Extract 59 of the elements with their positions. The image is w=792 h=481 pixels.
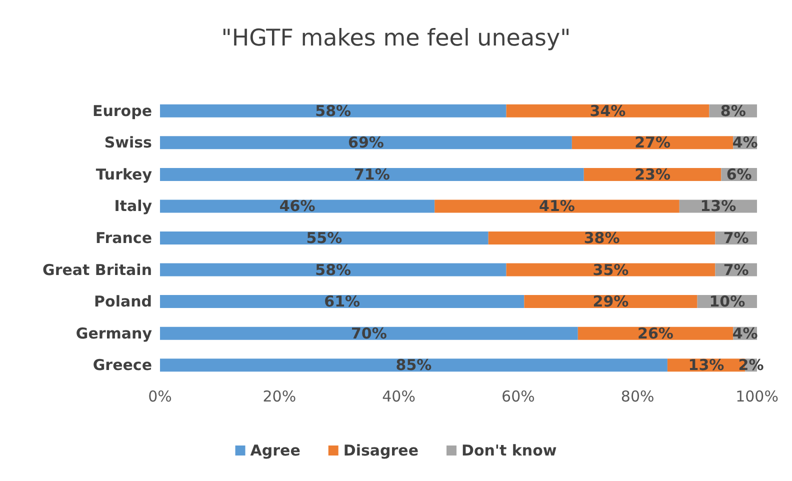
data-label: 69% <box>348 134 384 152</box>
bar <box>160 326 578 340</box>
chart-title: "HGTF makes me feel uneasy" <box>221 26 571 52</box>
y-tick-label: Greece <box>92 356 152 374</box>
bar <box>160 200 435 213</box>
data-label: 46% <box>279 197 316 216</box>
y-tick-label: Italy <box>114 197 152 216</box>
data-label: 2% <box>738 356 764 374</box>
bar <box>160 136 572 150</box>
x-tick-label: 20% <box>262 388 296 406</box>
data-label: 8% <box>720 102 746 120</box>
bar <box>572 136 734 150</box>
bar <box>160 168 584 181</box>
y-tick-label: France <box>95 229 152 247</box>
data-label: 71% <box>354 165 390 184</box>
data-label: 58% <box>315 260 352 279</box>
data-label: 29% <box>592 292 629 311</box>
data-label: 10% <box>709 292 746 311</box>
bar <box>506 263 716 276</box>
data-label: 13% <box>700 197 736 216</box>
data-label: 7% <box>723 260 749 279</box>
legend-label: Agree <box>250 442 300 460</box>
data-label: 61% <box>324 292 360 311</box>
data-label: 85% <box>396 356 432 374</box>
bar <box>524 295 698 308</box>
x-tick-label: 0% <box>148 388 172 406</box>
x-tick-label: 60% <box>502 388 535 406</box>
y-tick-label: Germany <box>76 324 152 342</box>
data-label: 6% <box>726 165 752 184</box>
legend-label: Don't know <box>461 442 557 460</box>
data-label: 35% <box>592 260 629 279</box>
x-tick-label: 80% <box>620 388 654 406</box>
bar <box>160 358 668 372</box>
x-tick-label: 100% <box>736 388 778 406</box>
x-tick-label: 40% <box>382 388 416 406</box>
y-tick-label: Great Britain <box>42 260 152 279</box>
bar <box>434 200 680 213</box>
y-tick-label: Turkey <box>96 165 152 184</box>
data-label: 34% <box>590 102 626 120</box>
bar <box>160 232 488 244</box>
bar <box>506 104 710 118</box>
data-label: 23% <box>634 165 670 184</box>
bar <box>160 104 506 118</box>
data-label: 27% <box>634 134 670 152</box>
data-label: 26% <box>638 324 674 342</box>
data-label: 41% <box>539 197 575 216</box>
data-label: 7% <box>723 229 749 247</box>
y-tick-label: Poland <box>94 292 152 311</box>
data-label: 70% <box>350 324 387 342</box>
data-label: 55% <box>306 229 342 247</box>
bar <box>488 232 716 244</box>
bar <box>160 295 524 308</box>
bar <box>160 263 506 276</box>
legend-label: Disagree <box>343 442 418 460</box>
data-label: 13% <box>688 356 724 374</box>
y-tick-label: Europe <box>92 102 152 120</box>
y-tick-label: Swiss <box>104 134 152 152</box>
data-label: 38% <box>584 229 620 247</box>
data-label: 58% <box>315 102 352 120</box>
